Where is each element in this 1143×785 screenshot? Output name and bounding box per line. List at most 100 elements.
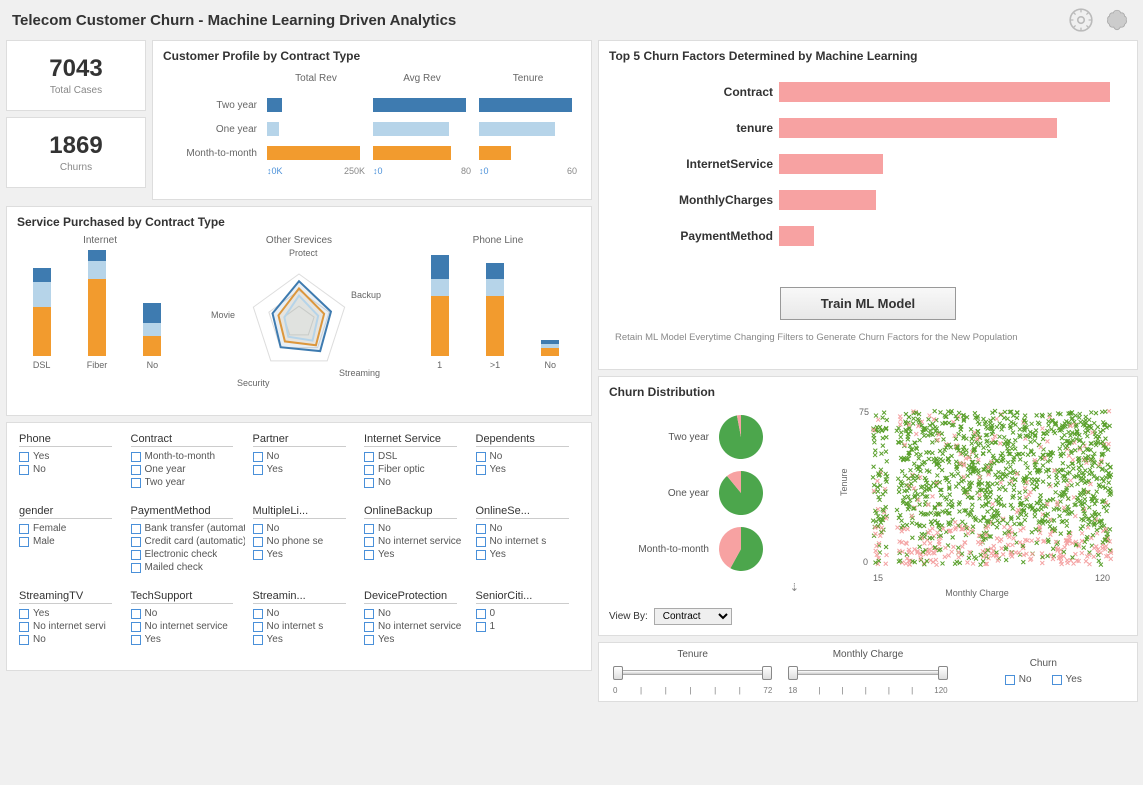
monthly-slider-label: Monthly Charge — [786, 649, 949, 660]
filter-option[interactable]: 0 — [476, 607, 580, 620]
profile-axis: ↕080 — [369, 166, 475, 176]
filter-option[interactable]: No phone se — [253, 535, 357, 548]
profile-col-head: Total Rev — [263, 69, 369, 94]
filter-option[interactable]: No — [131, 607, 245, 620]
filter-block: StreamingTVYesNo internet serviNo — [19, 590, 123, 646]
filter-option[interactable]: No internet service — [364, 535, 468, 548]
filter-option[interactable]: No internet servi — [19, 620, 123, 633]
filter-block: DependentsNoYes — [476, 433, 580, 489]
filter-option[interactable]: No — [19, 463, 123, 476]
other-label: Other Srevices — [191, 235, 407, 246]
viewby-control: View By: Contract — [609, 608, 819, 625]
filter-option[interactable]: Yes — [253, 548, 357, 561]
filter-option[interactable]: Yes — [476, 548, 580, 561]
bar-label: No — [535, 360, 565, 370]
factor-label: tenure — [609, 121, 779, 135]
filter-option[interactable]: No internet service — [364, 620, 468, 633]
filter-block: Internet ServiceDSLFiber opticNo — [364, 433, 468, 489]
churn-no-checkbox[interactable]: No — [1005, 673, 1032, 686]
filter-block: Streamin... NoNo internet sYes — [253, 590, 357, 646]
filter-option[interactable]: Female — [19, 522, 123, 535]
filter-option[interactable]: Yes — [476, 463, 580, 476]
pie-label: One year — [609, 488, 709, 499]
filter-option[interactable]: Male — [19, 535, 123, 548]
filter-option[interactable]: No internet s — [253, 620, 357, 633]
profile-bar — [369, 94, 475, 118]
filter-block: TechSupportNoNo internet serviceYes — [131, 590, 245, 646]
bar-label: DSL — [27, 360, 57, 370]
filter-option[interactable]: Month-to-month — [131, 450, 245, 463]
filter-option[interactable]: Electronic check — [131, 548, 245, 561]
filter-title: Streamin... — [253, 590, 346, 604]
filter-option[interactable]: Fiber optic — [364, 463, 468, 476]
monthly-slider[interactable]: Monthly Charge 18|||||120 — [786, 649, 949, 695]
kpi-churns-value: 1869 — [11, 132, 141, 160]
filter-option[interactable]: No — [19, 633, 123, 646]
profile-bar — [369, 142, 475, 166]
profile-bar — [475, 142, 581, 166]
filter-option[interactable]: Yes — [19, 450, 123, 463]
factors-title: Top 5 Churn Factors Determined by Machin… — [609, 49, 1127, 63]
svg-text:0: 0 — [863, 557, 868, 567]
filter-title: Phone — [19, 433, 112, 447]
filter-option[interactable]: No — [476, 522, 580, 535]
filter-option[interactable]: No internet service — [131, 620, 245, 633]
filter-option[interactable]: No — [364, 476, 468, 489]
filter-option[interactable]: Two year — [131, 476, 245, 489]
filter-option[interactable]: DSL — [364, 450, 468, 463]
filter-option[interactable]: Credit card (automatic) — [131, 535, 245, 548]
filter-option[interactable]: Bank transfer (automatic) — [131, 522, 245, 535]
filter-option[interactable]: Yes — [253, 633, 357, 646]
filters-panel: PhoneYesNoContractMonth-to-monthOne year… — [6, 422, 592, 671]
factor-bar — [779, 118, 1057, 138]
filter-option[interactable]: Yes — [131, 633, 245, 646]
pie-row: Two year — [609, 413, 819, 461]
expand-down-icon[interactable]: ⇣ — [609, 581, 819, 594]
settings-gear-icon[interactable] — [1067, 6, 1095, 34]
radar-axis-label: Protect — [289, 248, 318, 258]
stacked-bar — [33, 246, 51, 356]
factor-bar — [779, 226, 814, 246]
kpi-total-cases-value: 7043 — [11, 55, 141, 83]
churn-dist-title: Churn Distribution — [609, 385, 1127, 399]
filter-option[interactable]: No — [476, 450, 580, 463]
filter-option[interactable]: No — [253, 607, 357, 620]
radar-axis-label: Security — [237, 378, 270, 388]
filter-option[interactable]: No internet s — [476, 535, 580, 548]
stacked-bar — [486, 246, 504, 356]
churn-filter: Churn No Yes — [962, 658, 1125, 686]
kpi-total-cases-label: Total Cases — [11, 85, 141, 96]
profile-axis: ↕060 — [475, 166, 581, 176]
pie-chart — [717, 525, 765, 573]
filter-option[interactable]: Yes — [19, 607, 123, 620]
filter-option[interactable]: No — [364, 607, 468, 620]
factor-bar — [779, 190, 876, 210]
phone-subchart: Phone Line 1>1No — [415, 235, 581, 390]
profile-bar — [475, 118, 581, 142]
filter-option[interactable]: 1 — [476, 620, 580, 633]
filter-option[interactable]: Yes — [364, 548, 468, 561]
filter-option[interactable]: Yes — [364, 633, 468, 646]
tenure-slider[interactable]: Tenure 0|||||72 — [611, 649, 774, 695]
factor-label: MonthlyCharges — [609, 193, 779, 207]
filter-option[interactable]: No — [253, 522, 357, 535]
filter-option[interactable]: No — [364, 522, 468, 535]
filter-option[interactable]: One year — [131, 463, 245, 476]
pie-chart — [717, 469, 765, 517]
filter-block: OnlineSe...NoNo internet sYes — [476, 505, 580, 574]
filter-option[interactable]: No — [253, 450, 357, 463]
tenure-max: 72 — [763, 686, 772, 695]
filter-option[interactable]: Yes — [253, 463, 357, 476]
pie-label: Month-to-month — [609, 544, 709, 555]
pie-row: Month-to-month — [609, 525, 819, 573]
filter-option[interactable]: Mailed check — [131, 561, 245, 574]
pie-chart — [717, 413, 765, 461]
bar-label: >1 — [480, 360, 510, 370]
train-ml-button[interactable]: Train ML Model — [780, 287, 956, 320]
factor-row: MonthlyCharges — [609, 187, 1127, 213]
profile-row-label: Month-to-month — [163, 142, 263, 166]
churn-yes-checkbox[interactable]: Yes — [1052, 673, 1082, 686]
brain-icon[interactable] — [1103, 6, 1131, 34]
filter-title: OnlineBackup — [364, 505, 457, 519]
viewby-select[interactable]: Contract — [654, 608, 732, 625]
